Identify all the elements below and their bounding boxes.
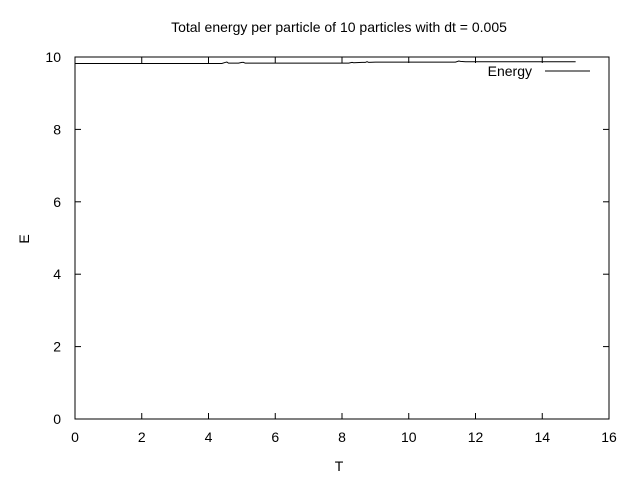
- x-axis: 0 2 4 6 8 10 12 14 16: [71, 57, 617, 445]
- y-tick-label: 8: [53, 121, 61, 137]
- series-line-energy: [75, 60, 576, 65]
- x-tick-label: 12: [468, 429, 484, 445]
- x-tick-label: 14: [534, 429, 550, 445]
- y-tick-label: 4: [53, 266, 61, 282]
- x-tick-label: 10: [401, 429, 417, 445]
- plot-frame: [74, 56, 610, 420]
- chart-title: Total energy per particle of 10 particle…: [171, 19, 507, 35]
- y-axis: 0 2 4 6 8 10: [45, 49, 609, 427]
- y-tick-label: 10: [45, 49, 61, 65]
- series-group: [75, 60, 576, 65]
- x-axis-label: T: [335, 458, 344, 474]
- legend: Energy: [488, 63, 590, 79]
- y-tick-label: 2: [53, 339, 61, 355]
- y-tick-label: 6: [53, 194, 61, 210]
- x-tick-label: 0: [71, 429, 79, 445]
- legend-label: Energy: [488, 63, 532, 79]
- x-tick-label: 6: [271, 429, 279, 445]
- y-axis-label: E: [16, 234, 32, 243]
- y-tick-label: 0: [53, 411, 61, 427]
- x-tick-label: 8: [338, 429, 346, 445]
- x-tick-label: 4: [205, 429, 213, 445]
- x-tick-label: 16: [601, 429, 617, 445]
- x-tick-label: 2: [138, 429, 146, 445]
